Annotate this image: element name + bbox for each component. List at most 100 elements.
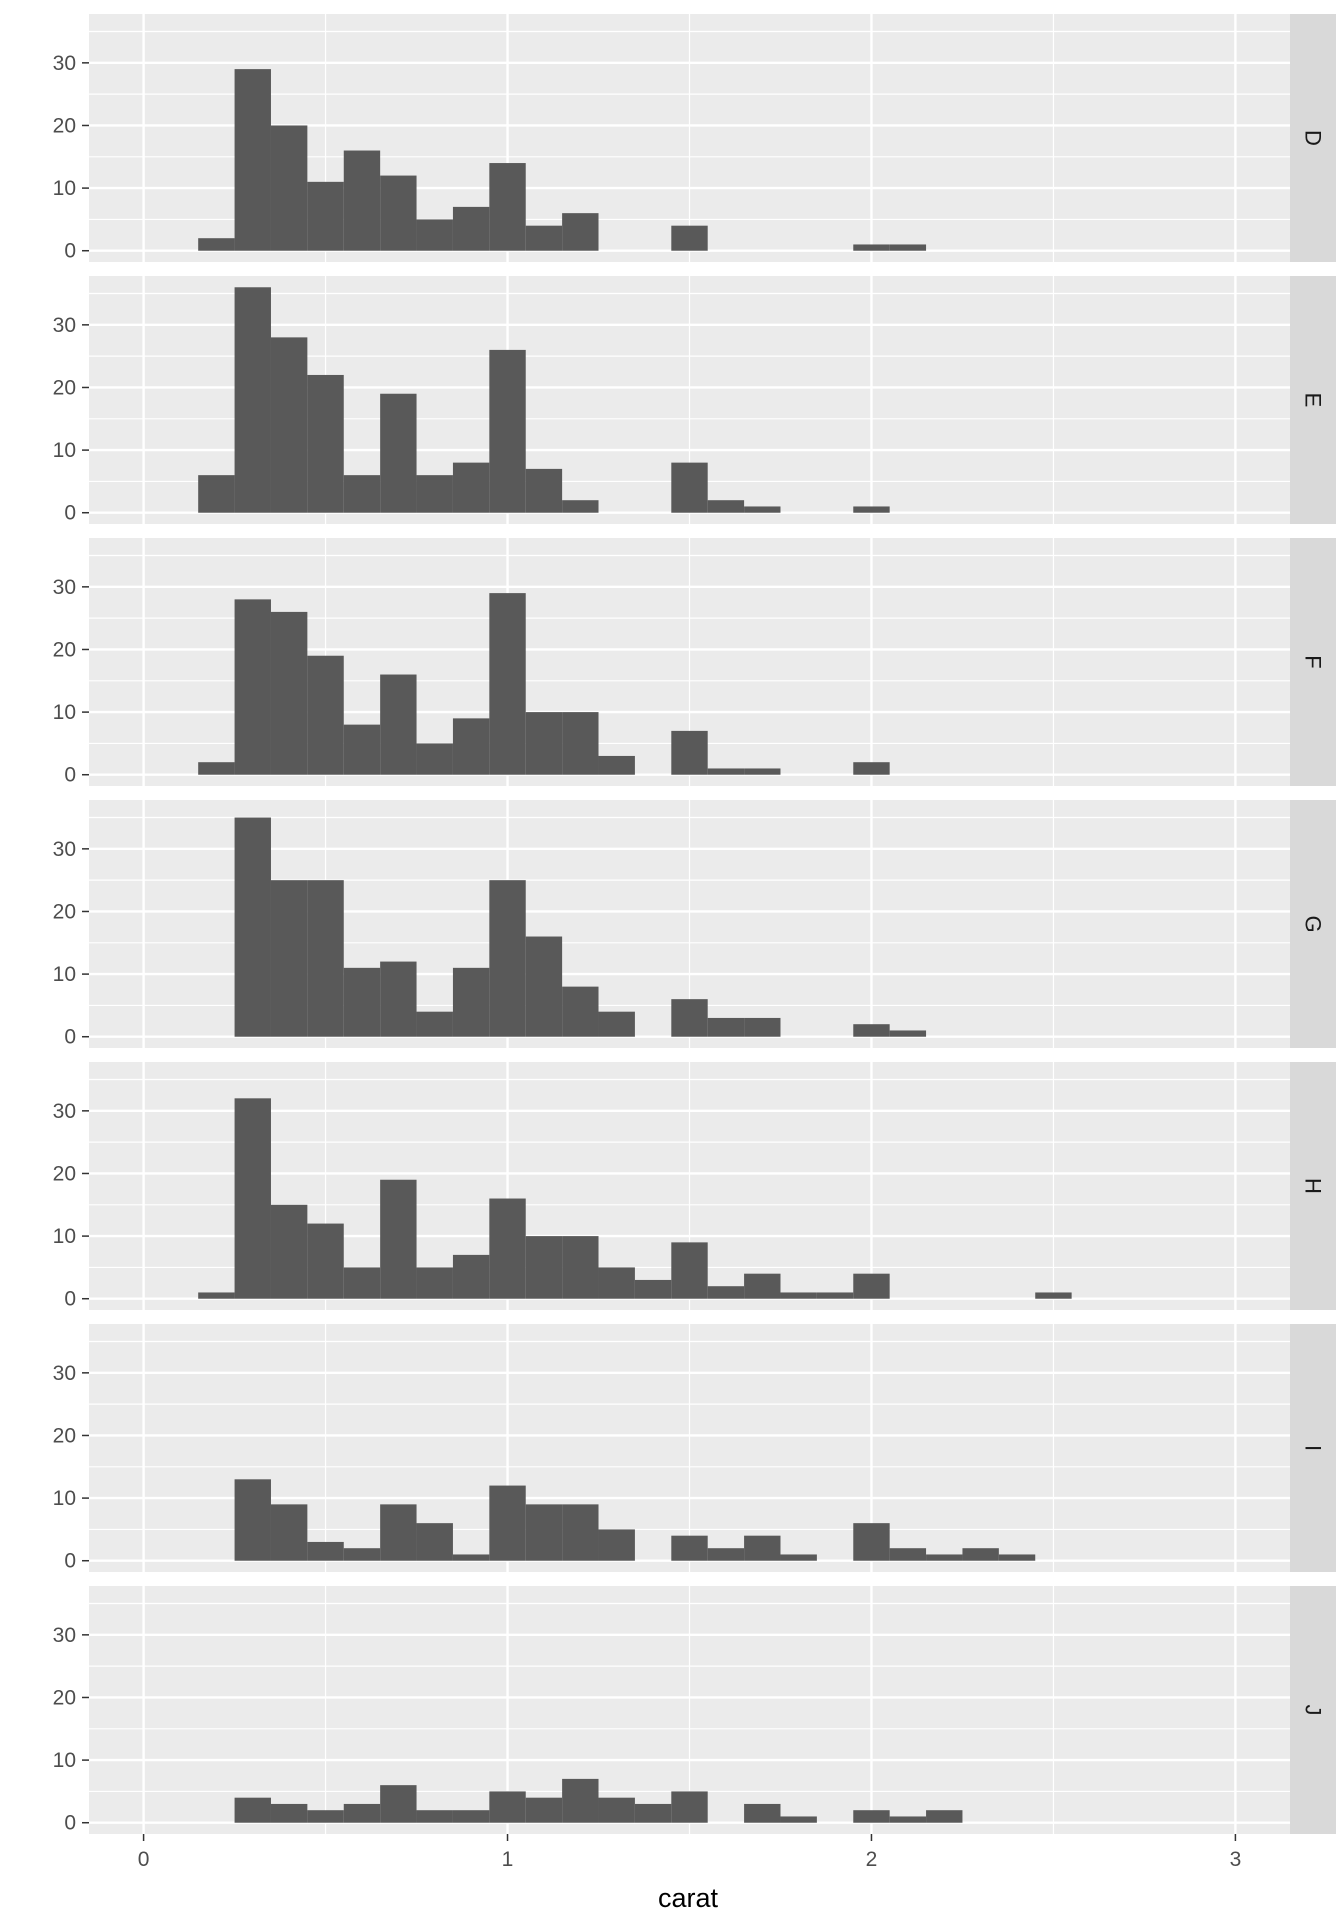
histogram-bar [853,762,890,775]
histogram-bar [853,1523,890,1561]
histogram-bar [671,1791,708,1823]
histogram-bar [198,238,235,251]
y-tick-label: 0 [64,1812,76,1835]
histogram-bar [198,475,235,513]
histogram-bar [853,1810,890,1823]
histogram-bar [234,1098,271,1299]
histogram-bar [452,718,490,775]
y-tick-label: 0 [64,240,76,263]
histogram-bar [416,743,453,775]
histogram-bar [598,755,635,775]
histogram-bar [525,1504,563,1561]
histogram-bar [1035,1292,1072,1299]
facet-panels: 0 10 20 30 D 0 10 20 30 E 0 10 20 30 F 0 10 20 30 G 0 10 20 30 H… [53,14,1336,1835]
histogram-bar [380,1504,417,1561]
histogram-bar [671,1535,708,1561]
histogram-bar [525,225,563,251]
histogram-bar [707,768,745,775]
histogram-bar [380,175,417,251]
histogram-bar [671,730,708,775]
histogram-bar [671,1242,708,1299]
histogram-bar [780,1292,817,1299]
histogram-bar [198,762,235,775]
histogram-bar [671,462,708,513]
histogram-bar [853,244,890,251]
facet-panel-j: 0 10 20 30 J [53,1586,1336,1835]
histogram-bar [525,936,563,1037]
histogram-bar [562,1778,599,1823]
histogram-bar [562,500,599,513]
facet-strip-label-e: E [1301,393,1326,408]
x-axis-title: carat [658,1883,719,1913]
histogram-bar [525,1797,563,1823]
y-tick-label: 20 [53,900,76,923]
y-tick-label: 10 [53,1749,76,1772]
y-tick-label: 0 [64,1026,76,1049]
histogram-bar [343,1803,381,1823]
y-tick-label: 20 [53,1686,76,1709]
histogram-bar [234,1479,271,1561]
histogram-bar [889,1030,927,1037]
histogram-bar [562,712,599,775]
histogram-bar [598,1267,635,1299]
histogram-bar [562,1236,599,1299]
facet-strip-label-d: D [1301,130,1326,146]
facet-panel-g: 0 10 20 30 G [53,800,1336,1049]
y-tick-label: 10 [53,701,76,724]
y-tick-label: 30 [53,576,76,599]
histogram-bar [489,349,526,513]
y-tick-label: 30 [53,1362,76,1385]
y-tick-label: 20 [53,114,76,137]
histogram-bar [343,150,381,251]
facet-panel-h: 0 10 20 30 H [53,1062,1336,1311]
histogram-bar [962,1548,999,1561]
histogram-bar [707,1548,745,1561]
histogram-bar [307,1541,344,1561]
histogram-bar [380,674,417,775]
histogram-bar [598,1529,635,1561]
histogram-bar [744,1017,781,1037]
facet-strip-label-g: G [1301,915,1326,932]
histogram-bar [598,1011,635,1037]
histogram-bar [270,337,308,513]
histogram-bar [307,1223,344,1299]
facet-panel-d: 0 10 20 30 D [53,14,1336,263]
y-tick-label: 10 [53,1225,76,1248]
histogram-bar [707,500,745,513]
histogram-bar [234,599,271,775]
y-tick-label: 30 [53,1100,76,1123]
histogram-bar [452,1554,490,1561]
histogram-bar [489,1485,526,1561]
histogram-bar [744,506,781,513]
histogram-bar [307,880,344,1037]
histogram-bar [234,1797,271,1823]
histogram-bar [744,1273,781,1299]
histogram-bar [525,468,563,513]
histogram-bar [707,1286,745,1299]
histogram-bar [452,967,490,1037]
histogram-bar [343,967,381,1037]
y-tick-label: 0 [64,764,76,787]
histogram-bar [234,287,271,513]
histogram-bar [780,1554,817,1561]
histogram-bar [343,1267,381,1299]
histogram-bar [598,1797,635,1823]
histogram-bar [853,1024,890,1037]
y-tick-label: 10 [53,963,76,986]
x-tick-label: 0 [138,1848,150,1871]
histogram-bar [307,1810,344,1823]
histogram-bar [343,475,381,513]
histogram-bar [270,1504,308,1561]
histogram-bar [307,181,344,251]
histogram-bar [926,1810,963,1823]
histogram-bar [889,1548,927,1561]
histogram-bar [416,1810,453,1823]
y-tick-label: 20 [53,1162,76,1185]
histogram-bar [452,462,490,513]
histogram-bar [270,611,308,775]
x-tick-label: 2 [866,1848,878,1871]
histogram-bar [416,1267,453,1299]
facet-strip [1290,276,1336,524]
y-tick-label: 10 [53,1487,76,1510]
